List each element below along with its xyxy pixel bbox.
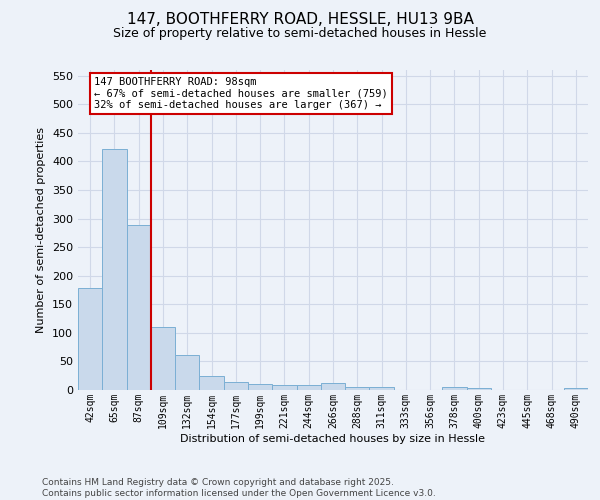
Bar bbox=[442, 387, 467, 390]
Bar bbox=[224, 382, 248, 390]
Bar bbox=[151, 327, 175, 390]
Bar bbox=[345, 387, 370, 390]
Text: Size of property relative to semi-detached houses in Hessle: Size of property relative to semi-detach… bbox=[113, 28, 487, 40]
Y-axis label: Number of semi-detached properties: Number of semi-detached properties bbox=[37, 127, 46, 333]
Bar bbox=[296, 386, 321, 390]
Bar bbox=[78, 288, 102, 390]
Bar bbox=[321, 383, 345, 390]
Bar bbox=[272, 385, 296, 390]
Bar bbox=[102, 149, 127, 390]
Bar bbox=[127, 225, 151, 390]
Bar bbox=[175, 355, 199, 390]
Bar bbox=[564, 388, 588, 390]
Text: Contains HM Land Registry data © Crown copyright and database right 2025.
Contai: Contains HM Land Registry data © Crown c… bbox=[42, 478, 436, 498]
Text: 147 BOOTHFERRY ROAD: 98sqm
← 67% of semi-detached houses are smaller (759)
32% o: 147 BOOTHFERRY ROAD: 98sqm ← 67% of semi… bbox=[94, 77, 388, 110]
Bar bbox=[370, 386, 394, 390]
Bar bbox=[248, 384, 272, 390]
Text: 147, BOOTHFERRY ROAD, HESSLE, HU13 9BA: 147, BOOTHFERRY ROAD, HESSLE, HU13 9BA bbox=[127, 12, 473, 26]
X-axis label: Distribution of semi-detached houses by size in Hessle: Distribution of semi-detached houses by … bbox=[181, 434, 485, 444]
Bar bbox=[467, 388, 491, 390]
Bar bbox=[199, 376, 224, 390]
